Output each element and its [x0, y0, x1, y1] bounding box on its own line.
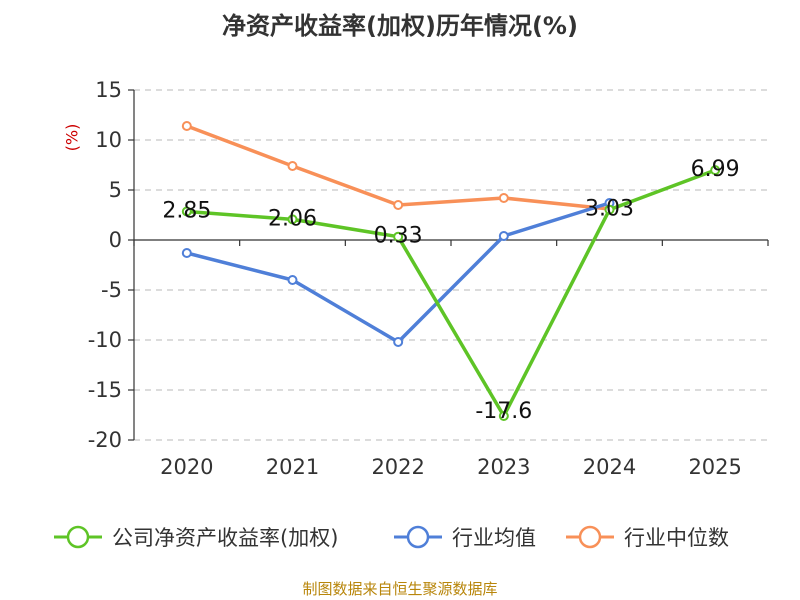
data-point	[393, 200, 404, 210]
data-label: 2.06	[268, 206, 317, 231]
data-point	[498, 193, 509, 203]
x-tick-label: 2023	[477, 455, 530, 479]
y-tick-label: -10	[88, 328, 122, 352]
legend: 公司净资产收益率(加权) 行业均值 行业中位数	[54, 525, 729, 550]
y-tick-label: 0	[109, 228, 122, 252]
chart-title: 净资产收益率(加权)历年情况(%)	[222, 12, 578, 40]
y-tick-label: 15	[95, 78, 122, 102]
y-tick-label: -20	[88, 428, 122, 452]
data-point	[393, 337, 404, 347]
source-note: 制图数据来自恒生聚源数据库	[302, 580, 498, 598]
data-label: -17.6	[475, 399, 532, 424]
x-tick-label: 2020	[160, 455, 213, 479]
legend-label: 行业均值	[452, 526, 536, 550]
data-label: 2.85	[162, 199, 211, 224]
x-tick-label: 2025	[688, 455, 741, 479]
legend-marker	[406, 525, 430, 549]
legend-marker	[66, 525, 90, 549]
data-point	[710, 165, 721, 176]
x-tick-label: 2021	[266, 455, 319, 479]
legend-label: 公司净资产收益率(加权)	[112, 526, 338, 550]
legend-label: 行业中位数	[624, 526, 729, 550]
data-label: 6.99	[691, 157, 740, 182]
data-label: 3.03	[585, 197, 634, 222]
data-point	[287, 161, 298, 171]
x-tick-label: 2022	[371, 455, 424, 479]
y-tick-label: -15	[88, 378, 122, 402]
y-tick-label: -5	[101, 278, 122, 302]
data-labels: 2.85 2.06 0.33 -17.6 3.03 6.99	[162, 157, 739, 424]
data-point	[181, 206, 192, 217]
x-tick-label: 2024	[583, 455, 636, 479]
data-point	[393, 231, 404, 242]
data-point	[604, 204, 615, 215]
series-line	[186, 124, 610, 211]
series-lines	[181, 121, 721, 421]
series-line	[186, 168, 716, 418]
data-point	[498, 411, 509, 421]
data-point	[498, 231, 509, 241]
axes: 15 10 5 0 -5 -10 -15 -20 2020 2021 2022 2023 2024 202…	[88, 78, 769, 479]
y-tick-label: 5	[109, 178, 122, 202]
data-point	[181, 248, 192, 258]
data-label: 0.33	[374, 224, 423, 249]
data-point	[181, 121, 192, 131]
data-point	[287, 275, 298, 285]
y-tick-label: 10	[95, 128, 122, 152]
data-point	[287, 214, 298, 225]
legend-marker	[578, 525, 602, 549]
